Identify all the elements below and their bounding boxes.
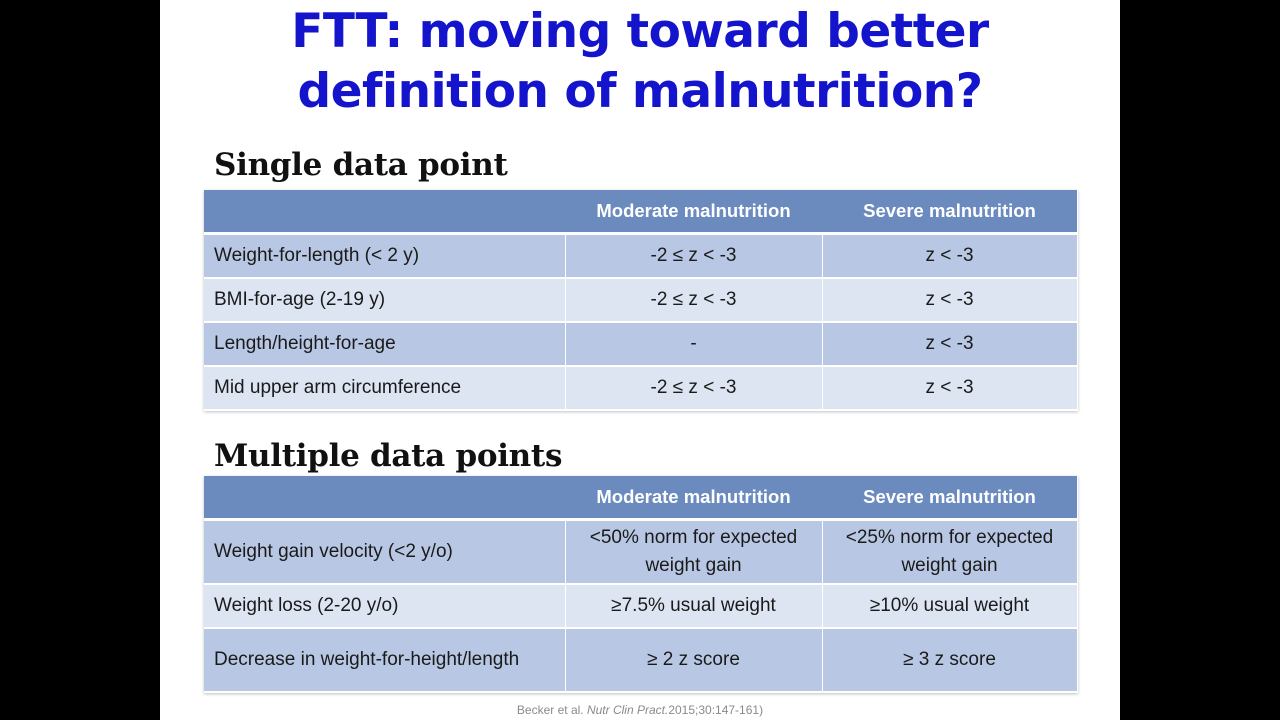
moderate-value: -: [565, 322, 823, 367]
single-data-point-heading: Single data point: [214, 147, 508, 183]
table-header-row: Moderate malnutrition Severe malnutritio…: [204, 190, 1077, 235]
citation-details: 2015;30:147-161): [668, 703, 764, 717]
row-label: Mid upper arm circumference: [204, 366, 566, 411]
table-row: Decrease in weight-for-height/length ≥ 2…: [204, 628, 1078, 693]
severe-value: z < -3: [822, 366, 1078, 411]
table-row: Weight-for-length (< 2 y) -2 ≤ z < -3 z …: [204, 233, 1078, 279]
moderate-value: -2 ≤ z < -3: [565, 278, 823, 323]
row-label: Weight loss (2-20 y/o): [204, 584, 566, 629]
severe-value: ≥10% usual weight: [822, 584, 1078, 629]
severe-value: z < -3: [822, 322, 1078, 367]
table-row: BMI-for-age (2-19 y) -2 ≤ z < -3 z < -3: [204, 278, 1078, 323]
header-cell-severe: Severe malnutrition: [822, 190, 1077, 235]
citation-journal: Nutr Clin Pract.: [586, 703, 669, 717]
single-data-point-table: Moderate malnutrition Severe malnutritio…: [204, 190, 1078, 411]
moderate-value: -2 ≤ z < -3: [565, 366, 823, 411]
header-cell-blank: [204, 190, 565, 235]
header-cell-severe: Severe malnutrition: [822, 476, 1077, 521]
severe-value: z < -3: [822, 278, 1078, 323]
moderate-value: -2 ≤ z < -3: [565, 233, 823, 279]
severe-value: z < -3: [822, 233, 1078, 279]
citation-authors: Becker et al.: [516, 703, 587, 717]
moderate-value: <50% norm for expected weight gain: [565, 519, 823, 585]
row-label: Decrease in weight-for-height/length: [204, 628, 566, 693]
title-line-2: definition of malnutrition?: [297, 64, 983, 119]
table-row: Weight gain velocity (<2 y/o) <50% norm …: [204, 519, 1078, 585]
table-header-row: Moderate malnutrition Severe malnutritio…: [204, 476, 1077, 521]
row-label: BMI-for-age (2-19 y): [204, 278, 566, 323]
row-label: Weight-for-length (< 2 y): [204, 233, 566, 279]
multiple-data-points-table: Moderate malnutrition Severe malnutritio…: [204, 476, 1078, 693]
title-line-1: FTT: moving toward better: [291, 4, 989, 59]
table-row: Length/height-for-age - z < -3: [204, 322, 1078, 367]
row-label: Weight gain velocity (<2 y/o): [204, 519, 566, 585]
header-cell-moderate: Moderate malnutrition: [565, 190, 822, 235]
row-label: Length/height-for-age: [204, 322, 566, 367]
header-cell-moderate: Moderate malnutrition: [565, 476, 822, 521]
table-row: Weight loss (2-20 y/o) ≥7.5% usual weigh…: [204, 584, 1078, 629]
moderate-value: ≥7.5% usual weight: [565, 584, 823, 629]
severe-value: <25% norm for expected weight gain: [822, 519, 1078, 585]
citation: Becker et al. Nutr Clin Pract.2015;30:14…: [160, 703, 1120, 717]
slide: FTT: moving toward better definition of …: [160, 0, 1120, 720]
severe-value: ≥ 3 z score: [822, 628, 1078, 693]
table-row: Mid upper arm circumference -2 ≤ z < -3 …: [204, 366, 1078, 411]
moderate-value: ≥ 2 z score: [565, 628, 823, 693]
multiple-data-points-heading: Multiple data points: [214, 438, 563, 474]
header-cell-blank: [204, 476, 565, 521]
slide-title: FTT: moving toward better definition of …: [160, 2, 1120, 122]
